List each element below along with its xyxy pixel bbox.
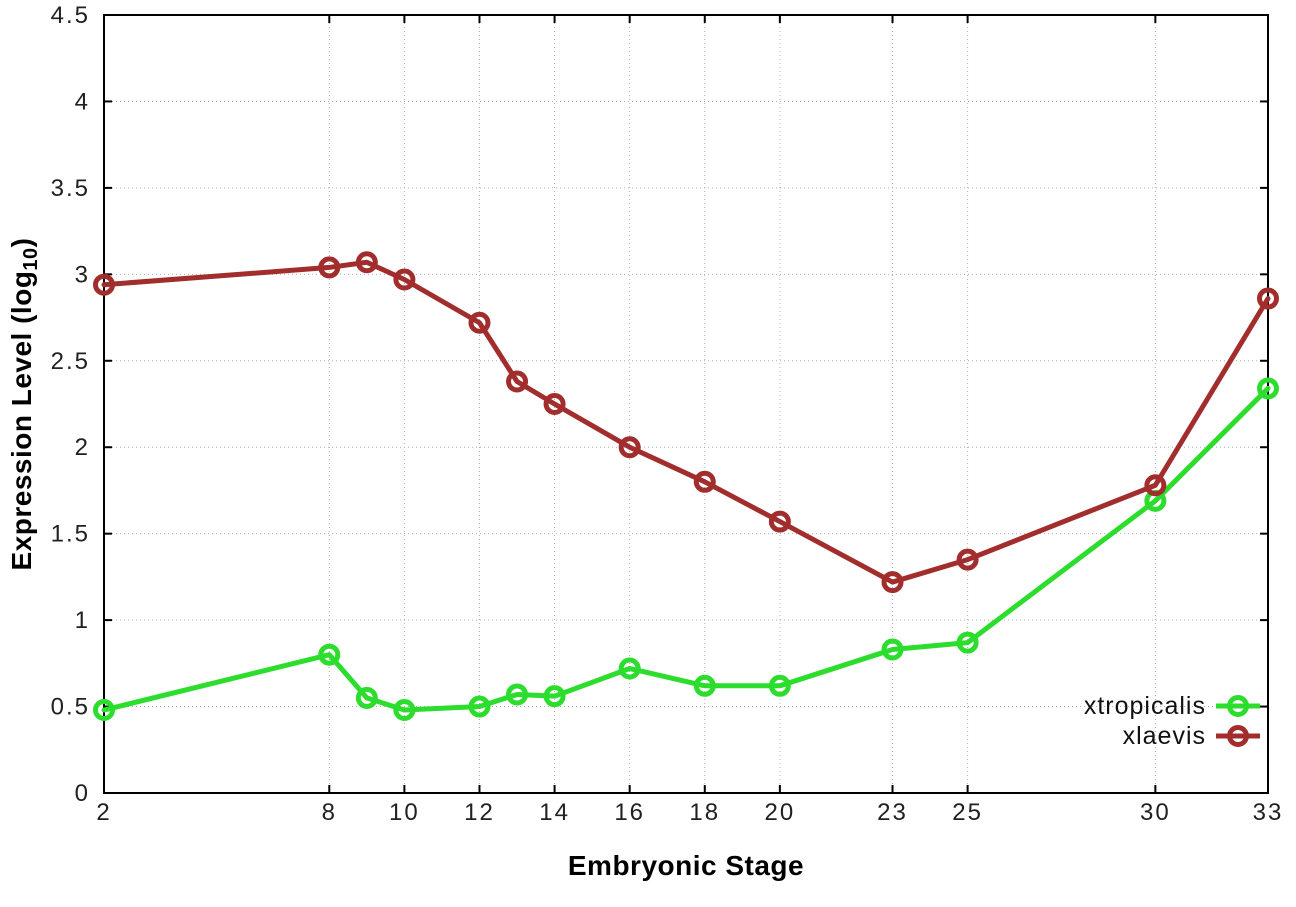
x-tick-label: 30 bbox=[1140, 799, 1171, 826]
data-point-xtropicalis bbox=[768, 674, 791, 697]
data-point-xtropicalis bbox=[93, 699, 115, 722]
legend-marker-xlaevis bbox=[1216, 725, 1260, 747]
data-point-xlaevis bbox=[1144, 474, 1167, 497]
y-axis-title-subscript: 10 bbox=[20, 247, 42, 271]
plot-border bbox=[103, 14, 1269, 794]
legend-label-xtropicalis: xtropicalis bbox=[1083, 692, 1206, 720]
data-point-xlaevis bbox=[956, 548, 979, 571]
legend-marker-xtropicalis bbox=[1216, 695, 1260, 717]
x-tick-label: 2 bbox=[96, 799, 111, 826]
y-tick-label: 3 bbox=[75, 261, 90, 288]
data-point-xtropicalis bbox=[506, 683, 529, 706]
data-point-xtropicalis bbox=[468, 695, 491, 718]
data-point-xlaevis bbox=[768, 510, 791, 533]
x-tick-label: 33 bbox=[1253, 799, 1284, 826]
data-point-xtropicalis bbox=[693, 674, 716, 697]
data-point-xtropicalis bbox=[1257, 377, 1279, 400]
data-point-xlaevis bbox=[543, 393, 566, 415]
data-point-xlaevis bbox=[506, 370, 529, 393]
x-tick-label: 18 bbox=[689, 799, 720, 826]
legend-item-xtropicalis: xtropicalis bbox=[1084, 692, 1260, 720]
x-tick-label: 20 bbox=[765, 799, 796, 826]
x-tick-label: 23 bbox=[877, 799, 908, 826]
data-point-xlaevis bbox=[93, 273, 115, 296]
y-tick-label: 2 bbox=[75, 434, 90, 461]
y-tick-label: 3.5 bbox=[51, 175, 90, 202]
y-tick-label: 0.5 bbox=[51, 694, 90, 721]
legend-item-xlaevis: xlaevis bbox=[1123, 722, 1260, 750]
x-tick-label: 8 bbox=[322, 799, 337, 826]
data-point-xlaevis bbox=[618, 436, 641, 459]
data-point-xtropicalis bbox=[956, 631, 979, 654]
y-tick-label: 0 bbox=[75, 780, 90, 807]
data-point-xlaevis bbox=[881, 571, 904, 594]
y-tick-label: 4 bbox=[75, 88, 90, 115]
data-point-xlaevis bbox=[1257, 287, 1279, 310]
data-point-xtropicalis bbox=[393, 699, 416, 722]
x-tick-label: 16 bbox=[614, 799, 645, 826]
y-tick-label: 2.5 bbox=[51, 348, 90, 375]
x-axis-title: Embryonic Stage bbox=[567, 850, 805, 881]
y-axis-title: Expression Level (log10) bbox=[2, 104, 42, 704]
x-tick-label: 14 bbox=[539, 799, 570, 826]
data-point-xtropicalis bbox=[355, 686, 378, 709]
y-axis-title-text: Expression Level (log bbox=[6, 270, 37, 571]
series-line-xtropicalis bbox=[101, 385, 1271, 713]
data-point-xlaevis bbox=[693, 470, 716, 493]
y-tick-label: 1 bbox=[75, 607, 90, 634]
legend: xtropicalis xlaevis bbox=[1084, 692, 1260, 750]
y-tick-label: 1.5 bbox=[51, 521, 90, 548]
data-point-xtropicalis bbox=[881, 638, 904, 661]
data-point-xlaevis bbox=[355, 251, 378, 274]
x-tick-label: 25 bbox=[952, 799, 983, 826]
y-axis-title-close: ) bbox=[6, 237, 37, 248]
legend-label-xlaevis: xlaevis bbox=[1122, 722, 1206, 750]
data-point-xlaevis bbox=[318, 256, 341, 279]
x-tick-label: 12 bbox=[464, 799, 495, 826]
data-point-xlaevis bbox=[393, 268, 416, 291]
data-point-xlaevis bbox=[468, 311, 491, 334]
series-line-xlaevis bbox=[101, 259, 1271, 585]
data-point-xtropicalis bbox=[318, 643, 341, 666]
y-tick-label: 4.5 bbox=[51, 2, 90, 29]
x-tick-label: 10 bbox=[389, 799, 420, 826]
data-point-xtropicalis bbox=[618, 657, 641, 680]
data-point-xtropicalis bbox=[543, 685, 566, 708]
